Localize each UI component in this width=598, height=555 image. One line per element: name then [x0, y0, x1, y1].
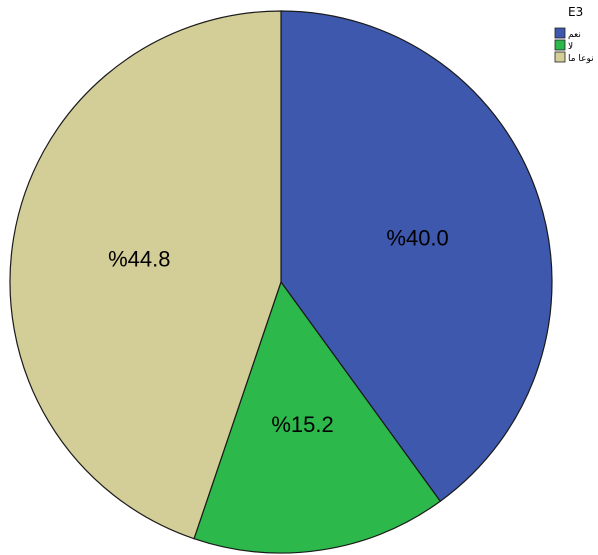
pie-data-labels: %40.0 %15.2 %44.8	[108, 226, 449, 437]
legend-label-1: لا	[568, 42, 573, 52]
legend: E3 نعم لا نوعا ما	[554, 5, 594, 64]
pie-data-label-2: %44.8	[108, 247, 170, 272]
legend-swatch-1	[554, 39, 566, 51]
legend-title: E3	[568, 5, 583, 19]
legend-label-2: نوعا ما	[568, 54, 594, 64]
legend-swatch-0	[554, 27, 566, 39]
legend-swatch-2	[554, 51, 566, 63]
pie-slices	[9, 10, 553, 554]
pie-slice-1	[193, 280, 442, 554]
legend-label-0: نعم	[568, 30, 581, 40]
pie-slice-0	[280, 10, 553, 503]
pie-data-label-1: %15.2	[271, 412, 333, 437]
pie-data-label-0: %40.0	[386, 226, 448, 251]
pie-slice-2	[9, 10, 282, 540]
